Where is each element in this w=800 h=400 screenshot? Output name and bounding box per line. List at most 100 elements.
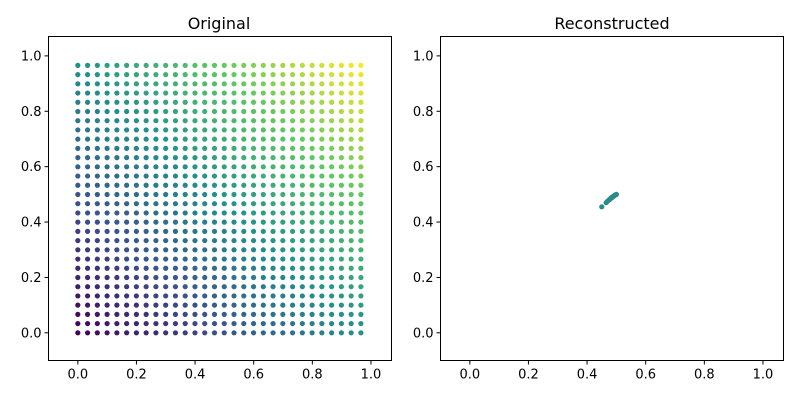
data-point-original xyxy=(221,311,227,317)
data-point-original xyxy=(309,237,315,244)
data-point-original xyxy=(289,191,296,198)
data-point-original xyxy=(94,191,100,198)
data-point-original xyxy=(172,228,179,234)
data-point-original xyxy=(260,145,266,151)
data-point-original xyxy=(280,164,286,170)
data-point-original xyxy=(348,293,354,299)
y-tick-label: 0.2 xyxy=(413,271,434,286)
data-point-original xyxy=(309,265,315,271)
data-point-original xyxy=(84,284,91,290)
data-point-original xyxy=(338,293,344,299)
data-point-original xyxy=(192,99,198,105)
data-point-original xyxy=(163,201,169,207)
data-point-original xyxy=(280,182,286,188)
data-point-original xyxy=(163,164,169,170)
data-point-original xyxy=(104,219,110,225)
data-point-original xyxy=(75,247,81,253)
data-point-original xyxy=(329,118,335,124)
data-point-original xyxy=(241,72,247,78)
data-point-original xyxy=(221,155,227,161)
data-point-original xyxy=(260,293,266,299)
data-point-original xyxy=(260,62,266,68)
data-point-original xyxy=(114,81,120,87)
data-point-original xyxy=(114,311,120,317)
data-point-original xyxy=(153,293,159,299)
data-point-original xyxy=(319,228,325,234)
data-point-original xyxy=(192,136,198,142)
data-point-original xyxy=(192,219,198,225)
data-point-original xyxy=(104,265,110,271)
data-point-original xyxy=(172,201,179,207)
data-point-original xyxy=(182,81,188,87)
data-point-original xyxy=(182,155,188,161)
data-point-original xyxy=(241,173,247,179)
data-point-original xyxy=(143,90,149,96)
data-point-original xyxy=(299,191,305,198)
data-point-original xyxy=(133,284,139,290)
data-point-original xyxy=(114,118,120,124)
data-point-original xyxy=(241,201,247,207)
data-point-original xyxy=(94,302,100,308)
data-point-original xyxy=(182,311,188,317)
data-point-reconstructed xyxy=(613,191,620,197)
data-point-original xyxy=(172,136,179,142)
data-point-original xyxy=(202,155,208,161)
data-point-original xyxy=(211,311,218,317)
data-point-original xyxy=(231,118,237,124)
title-reconstructed: Reconstructed xyxy=(554,14,669,33)
data-point-original xyxy=(163,320,169,327)
data-point-original xyxy=(153,311,159,317)
data-point-original xyxy=(84,164,91,170)
data-point-original xyxy=(241,320,247,327)
data-point-original xyxy=(250,237,257,244)
data-point-original xyxy=(75,274,81,281)
data-point-original xyxy=(250,155,257,161)
data-point-original xyxy=(280,228,286,234)
data-point-original xyxy=(94,155,100,161)
data-point-original xyxy=(153,237,159,244)
data-point-original xyxy=(172,247,179,253)
data-point-original xyxy=(84,155,91,161)
data-point-original xyxy=(270,210,276,216)
data-point-original xyxy=(143,155,149,161)
data-point-original xyxy=(143,164,149,170)
data-point-original xyxy=(299,228,305,234)
data-point-original xyxy=(104,210,110,216)
data-point-original xyxy=(241,284,247,290)
data-point-original xyxy=(75,293,81,299)
data-point-original xyxy=(211,302,218,308)
data-point-original xyxy=(270,191,276,198)
data-point-original xyxy=(172,256,179,262)
y-tick-label: 0.0 xyxy=(413,326,434,341)
data-point-original xyxy=(270,274,276,281)
data-point-original xyxy=(270,302,276,308)
data-point-original xyxy=(75,118,81,124)
data-point-original xyxy=(153,320,159,327)
data-point-original xyxy=(319,108,325,115)
data-point-original xyxy=(358,320,364,327)
data-point-original xyxy=(221,90,227,96)
data-point-original xyxy=(202,284,208,290)
data-point-original xyxy=(260,81,266,87)
data-point-original xyxy=(358,182,364,188)
data-point-original xyxy=(143,284,149,290)
data-point-original xyxy=(114,228,120,234)
data-point-original xyxy=(289,108,296,115)
data-point-original xyxy=(153,274,159,281)
data-point-original xyxy=(289,155,296,161)
y-tick-label: 0.4 xyxy=(21,216,42,231)
data-point-original xyxy=(329,311,335,317)
data-point-original xyxy=(211,284,218,290)
data-point-original xyxy=(153,164,159,170)
data-point-original xyxy=(104,145,110,151)
data-point-original xyxy=(75,219,81,225)
data-point-original xyxy=(75,90,81,96)
data-point-original xyxy=(299,108,305,115)
data-point-original xyxy=(124,284,130,290)
data-point-original xyxy=(260,330,266,336)
data-point-original xyxy=(163,173,169,179)
data-point-original xyxy=(172,62,179,68)
data-point-original xyxy=(289,311,296,317)
data-point-original xyxy=(172,108,179,115)
data-point-original xyxy=(94,311,100,317)
